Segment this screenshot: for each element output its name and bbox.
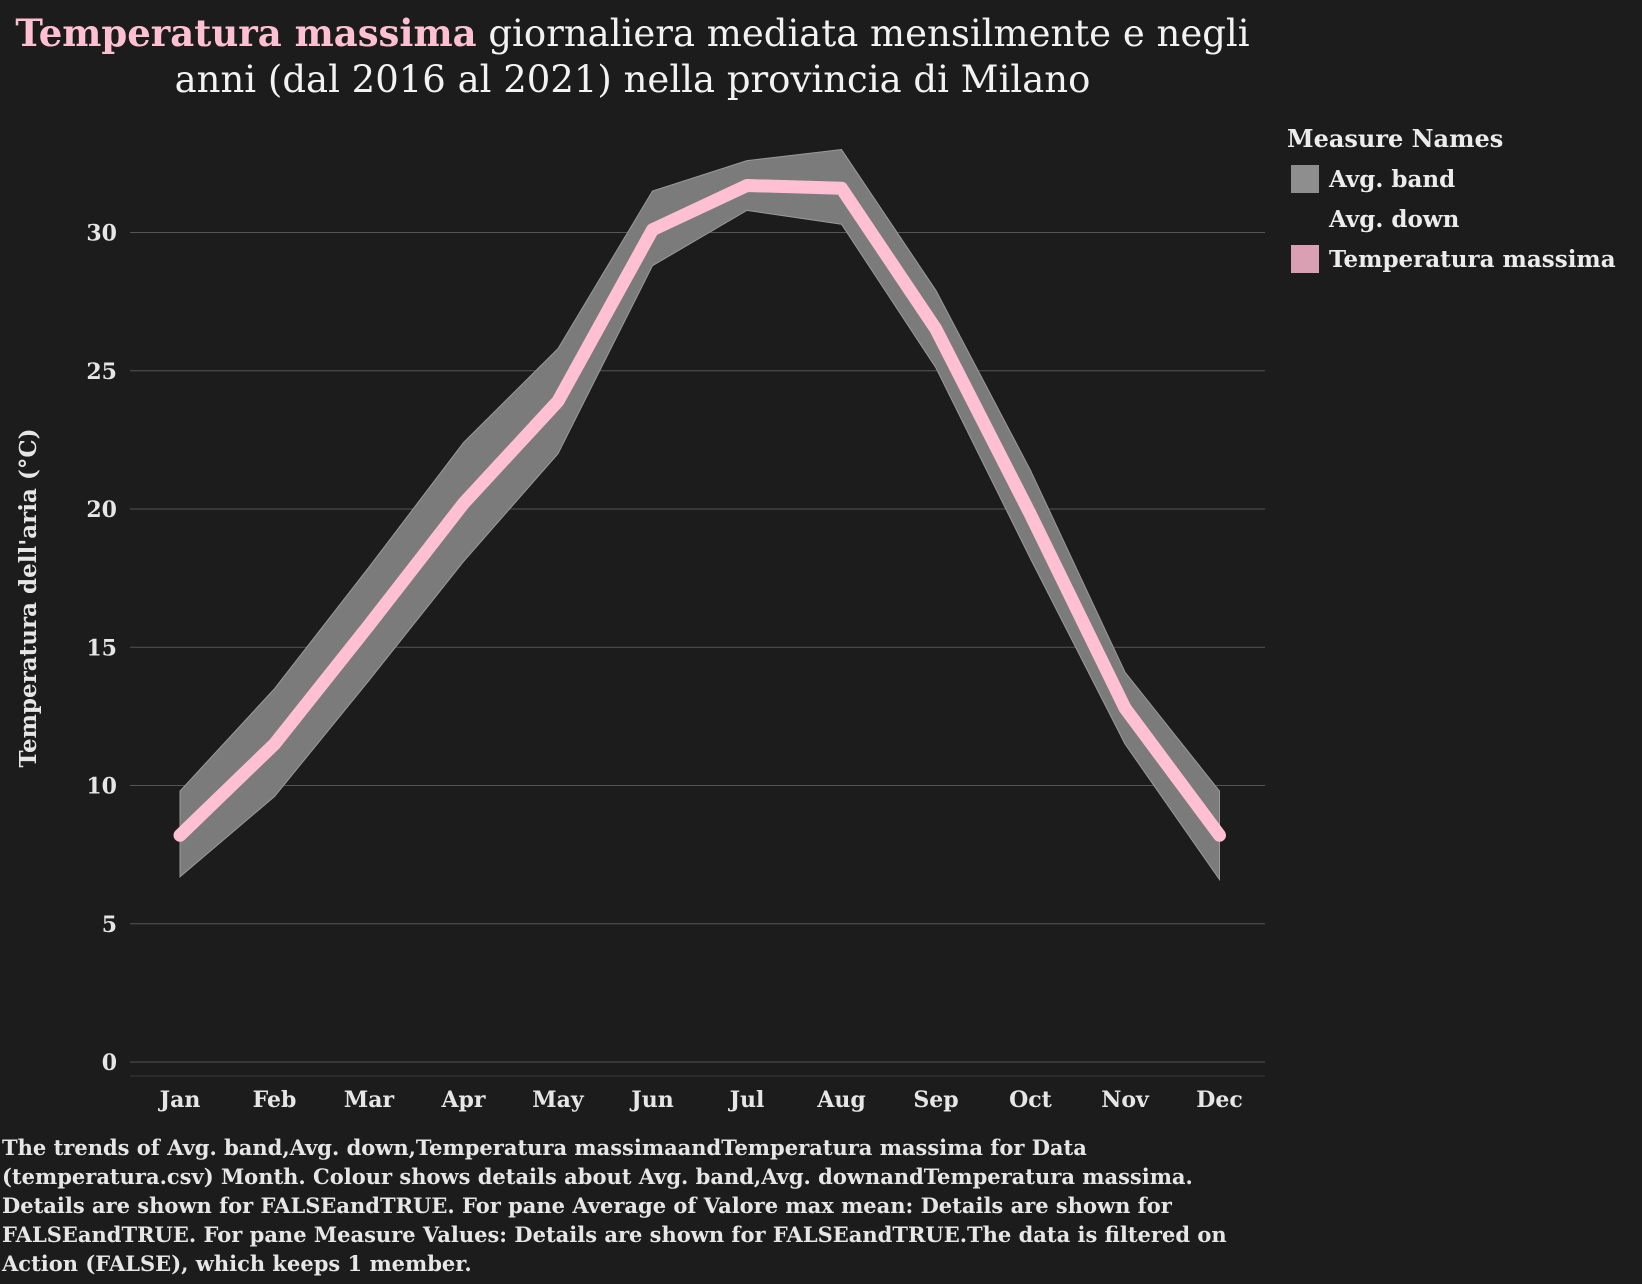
legend-label-avg-band: Avg. band <box>1329 165 1456 193</box>
chart-title-rest: giornaliera mediata mensilmente e negli … <box>174 12 1250 101</box>
avg-band-area <box>179 149 1220 882</box>
temperatura-massima-line[interactable] <box>173 178 1226 842</box>
y-tick-label: 10 <box>86 774 117 800</box>
x-tick-label-jul: Jul <box>728 1087 765 1113</box>
y-axis-label: Temperatura dell'aria (°C) <box>15 428 42 767</box>
y-tick-label: 15 <box>86 635 117 661</box>
x-tick-label-may: May <box>532 1087 585 1113</box>
data-point-mar[interactable] <box>363 619 375 632</box>
x-tick-label-sep: Sep <box>913 1087 958 1113</box>
y-axis-ticks: 0 5 10 15 20 25 30 <box>86 221 117 1077</box>
data-point-feb[interactable] <box>268 738 281 751</box>
data-point-jul[interactable] <box>741 179 753 192</box>
legend-label-avg-down: Avg. down <box>1329 205 1460 233</box>
chart-title: Temperatura massima giornaliera mediata … <box>0 10 1265 103</box>
data-point-aug[interactable] <box>835 182 848 195</box>
data-point-sep[interactable] <box>930 323 942 336</box>
legend-swatch-avg-band <box>1291 165 1319 193</box>
x-tick-label-jun: Jun <box>629 1087 673 1113</box>
y-tick-label: 0 <box>102 1050 117 1076</box>
data-point-oct[interactable] <box>1024 508 1037 521</box>
temperature-line <box>173 178 1226 842</box>
x-tick-label-jan: Jan <box>158 1087 201 1113</box>
y-tick-label: 5 <box>102 912 117 938</box>
x-tick-label-nov: Nov <box>1101 1087 1150 1113</box>
chart-caption: The trends of Avg. band,Avg. down,Temper… <box>2 1135 1227 1276</box>
data-point-nov[interactable] <box>1119 702 1131 715</box>
x-tick-label-feb: Feb <box>253 1087 297 1113</box>
legend-swatch-temperatura-massima <box>1291 245 1319 273</box>
data-point-jun[interactable] <box>646 223 659 236</box>
legend-title: Measure Names <box>1287 124 1504 153</box>
chart-title-highlight: Temperatura massima <box>15 11 477 55</box>
x-tick-label-dec: Dec <box>1196 1087 1242 1113</box>
legend-swatch-avg-down <box>1291 205 1319 233</box>
x-tick-label-apr: Apr <box>440 1087 485 1113</box>
x-tick-label-mar: Mar <box>344 1087 395 1113</box>
data-point-apr[interactable] <box>457 497 470 510</box>
y-tick-label: 20 <box>86 497 117 523</box>
x-axis-ticks: Jan Feb Mar Apr May Jun Jul Aug Sep Oct Nov Dec <box>158 1087 1243 1113</box>
legend: Measure Names Avg. band Avg. down Temper… <box>1287 124 1637 279</box>
data-point-jan[interactable] <box>174 829 186 842</box>
x-tick-label-aug: Aug <box>816 1087 865 1113</box>
y-tick-label: 25 <box>86 359 117 385</box>
data-point-may[interactable] <box>552 395 564 408</box>
legend-item-avg-band[interactable]: Avg. band <box>1287 159 1637 199</box>
legend-item-avg-down[interactable]: Avg. down <box>1287 199 1637 239</box>
legend-label-temperatura-massima: Temperatura massima <box>1329 245 1616 273</box>
x-tick-label-oct: Oct <box>1009 1087 1053 1113</box>
data-point-dec[interactable] <box>1213 829 1226 842</box>
legend-item-temperatura-massima[interactable]: Temperatura massima <box>1287 239 1637 279</box>
y-tick-label: 30 <box>86 221 117 247</box>
avg-band-polygon <box>179 149 1220 882</box>
